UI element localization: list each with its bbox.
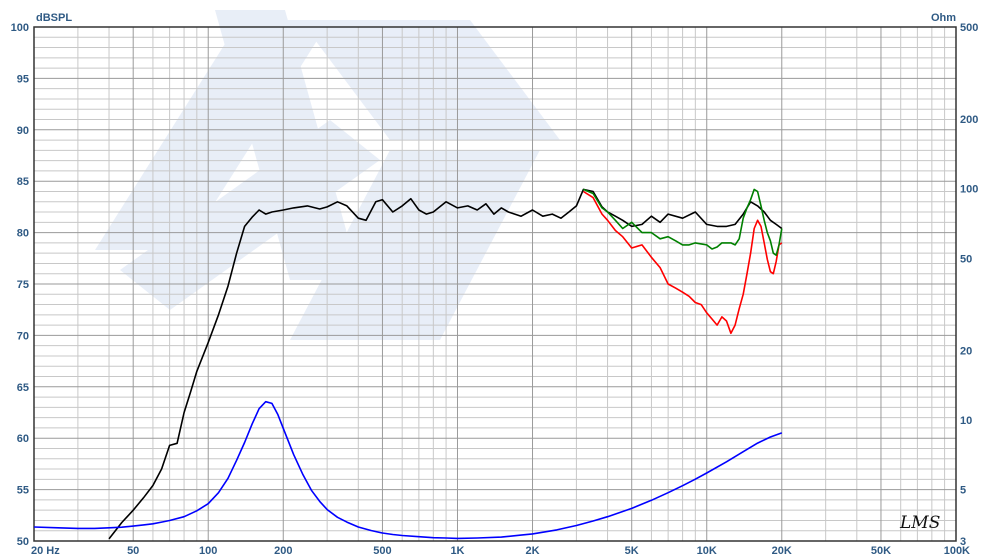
y-tick-label: 75 [17,279,29,291]
y2-tick-label: 10 [960,415,972,427]
y-tick-label: 95 [17,73,29,85]
x-tick-label: 5K [625,545,639,557]
x-tick-label: 500 [373,545,391,557]
x-tick-label: 50K [871,545,891,557]
impedance-curve-blue [34,400,783,540]
spl-curve-red [582,190,783,335]
y-axis-right: 3 5 10 20 50 100 200 500 [960,22,978,548]
y-tick-label: 65 [17,382,29,394]
plot-frame [33,26,957,542]
y-tick-label: 90 [17,125,29,137]
y-tick-label: 50 [17,536,29,548]
spl-curve-black [108,188,783,540]
y2-tick-label: 3 [960,536,966,548]
x-tick-label: 100K [944,545,970,557]
y-tick-label: 80 [17,228,29,240]
x-axis: 20 Hz 50 100 200 500 1K 2K 5K 10K 20K 50K 100K [31,545,970,557]
x-tick-label: 10K [697,545,717,557]
y-tick-label: 55 [17,485,29,497]
y2-tick-label: 100 [960,184,978,196]
x-tick-label: 100 [199,545,217,557]
y2-tick-label: 20 [960,345,972,357]
x-tick-label: 200 [274,545,292,557]
y-axis-label: dBSPL [36,12,72,24]
y2-axis-label: Ohm [931,12,956,24]
y2-tick-label: 5 [960,485,966,497]
lms-logo: LMS [899,513,940,533]
y-tick-label: 100 [11,22,29,34]
x-tick-label: 20 Hz [31,545,60,557]
watermark [95,10,560,340]
x-tick-label: 20K [772,545,792,557]
series-group [34,188,783,540]
x-tick-label: 2K [525,545,539,557]
x-tick-label: 1K [450,545,464,557]
y-tick-label: 60 [17,433,29,445]
y2-tick-label: 200 [960,114,978,126]
x-tick-label: 50 [127,545,139,557]
y2-tick-label: 500 [960,22,978,34]
y-axis-left: 50 55 60 65 70 75 80 85 90 95 100 [11,22,29,548]
spl-curve-green [583,188,783,256]
y-tick-label: 85 [17,176,29,188]
y2-tick-label: 50 [960,253,972,265]
y-tick-label: 70 [17,330,29,342]
